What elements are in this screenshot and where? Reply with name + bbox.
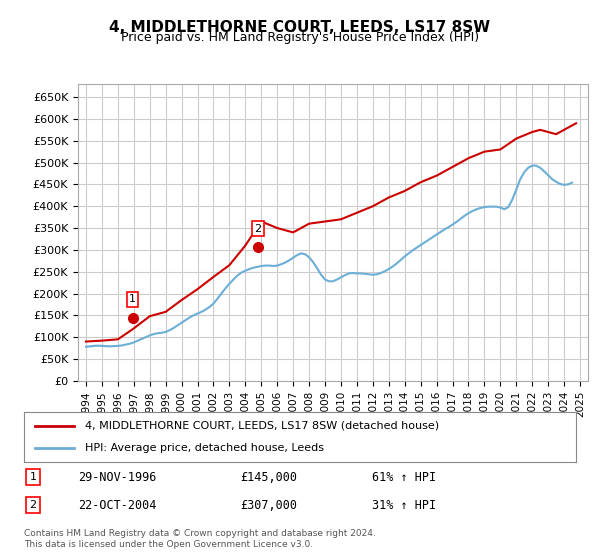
Text: 2: 2 <box>254 223 262 234</box>
Text: 31% ↑ HPI: 31% ↑ HPI <box>372 498 436 512</box>
Text: 2: 2 <box>29 500 37 510</box>
Text: 61% ↑ HPI: 61% ↑ HPI <box>372 470 436 484</box>
Text: 4, MIDDLETHORNE COURT, LEEDS, LS17 8SW (detached house): 4, MIDDLETHORNE COURT, LEEDS, LS17 8SW (… <box>85 421 439 431</box>
Text: Contains HM Land Registry data © Crown copyright and database right 2024.
This d: Contains HM Land Registry data © Crown c… <box>24 529 376 549</box>
Text: 1: 1 <box>129 295 136 305</box>
Text: Price paid vs. HM Land Registry's House Price Index (HPI): Price paid vs. HM Land Registry's House … <box>121 31 479 44</box>
Text: 1: 1 <box>29 472 37 482</box>
Text: 4, MIDDLETHORNE COURT, LEEDS, LS17 8SW: 4, MIDDLETHORNE COURT, LEEDS, LS17 8SW <box>109 20 491 35</box>
Text: HPI: Average price, detached house, Leeds: HPI: Average price, detached house, Leed… <box>85 443 324 453</box>
Text: 29-NOV-1996: 29-NOV-1996 <box>78 470 157 484</box>
Text: £145,000: £145,000 <box>240 470 297 484</box>
Text: £307,000: £307,000 <box>240 498 297 512</box>
Text: 22-OCT-2004: 22-OCT-2004 <box>78 498 157 512</box>
